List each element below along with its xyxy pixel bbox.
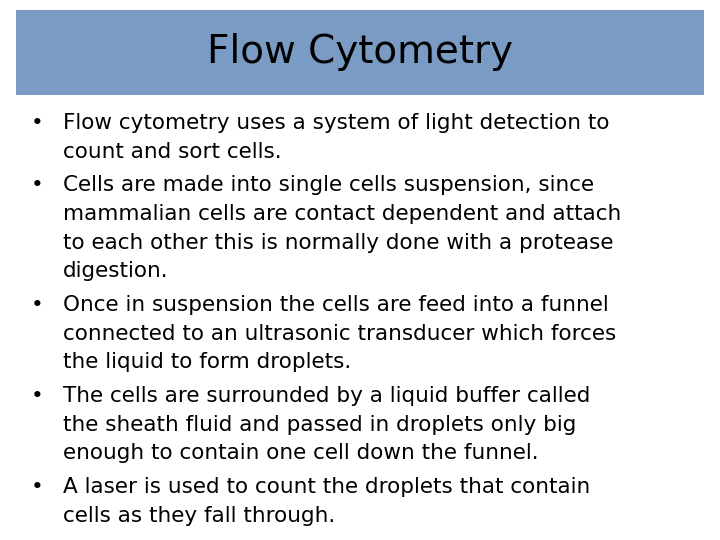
Text: the liquid to form droplets.: the liquid to form droplets. (63, 353, 351, 373)
Text: the sheath fluid and passed in droplets only big: the sheath fluid and passed in droplets … (63, 415, 577, 435)
Text: Flow Cytometry: Flow Cytometry (207, 33, 513, 71)
Text: The cells are surrounded by a liquid buffer called: The cells are surrounded by a liquid buf… (63, 386, 590, 406)
FancyBboxPatch shape (16, 10, 704, 95)
Text: •: • (31, 386, 44, 406)
Text: Cells are made into single cells suspension, since: Cells are made into single cells suspens… (63, 176, 595, 195)
Text: digestion.: digestion. (63, 261, 169, 281)
Text: Once in suspension the cells are feed into a funnel: Once in suspension the cells are feed in… (63, 295, 609, 315)
Text: A laser is used to count the droplets that contain: A laser is used to count the droplets th… (63, 477, 590, 497)
Text: •: • (31, 113, 44, 133)
Text: mammalian cells are contact dependent and attach: mammalian cells are contact dependent an… (63, 204, 621, 224)
Text: cells as they fall through.: cells as they fall through. (63, 506, 336, 526)
Text: connected to an ultrasonic transducer which forces: connected to an ultrasonic transducer wh… (63, 324, 616, 344)
Text: enough to contain one cell down the funnel.: enough to contain one cell down the funn… (63, 443, 539, 463)
Text: •: • (31, 176, 44, 195)
Text: count and sort cells.: count and sort cells. (63, 141, 282, 161)
Text: •: • (31, 295, 44, 315)
Text: to each other this is normally done with a protease: to each other this is normally done with… (63, 233, 614, 253)
Text: •: • (31, 477, 44, 497)
Text: Flow cytometry uses a system of light detection to: Flow cytometry uses a system of light de… (63, 113, 610, 133)
